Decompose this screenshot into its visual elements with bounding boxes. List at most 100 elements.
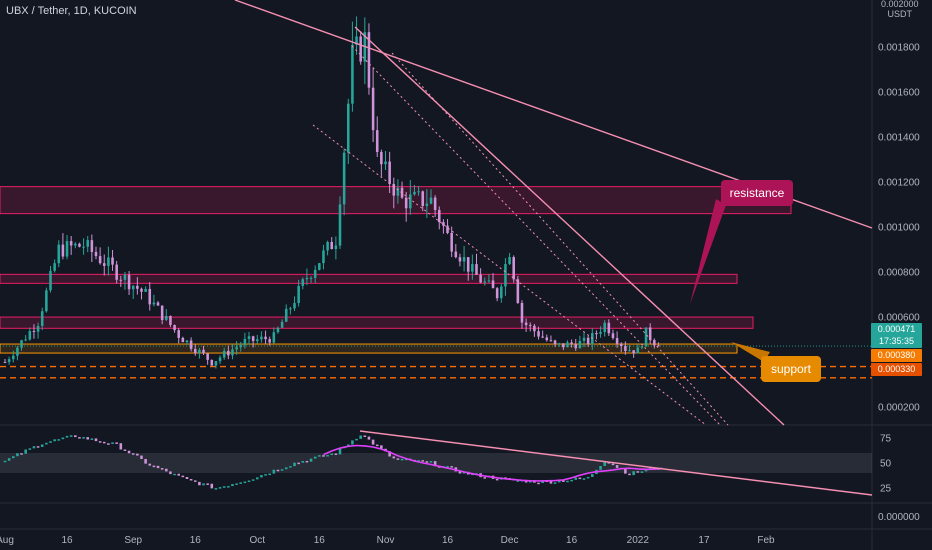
rsi-block: [173, 473, 176, 476]
rsi-block: [214, 488, 218, 490]
resistance-pointer: [690, 199, 726, 304]
price-tick-label: 0.001800: [878, 43, 920, 54]
candle: [247, 331, 251, 345]
candles: [3, 16, 660, 369]
rsi-block: [57, 439, 61, 441]
candle: [32, 324, 36, 339]
rsi-block: [86, 437, 89, 440]
candle-body: [78, 243, 81, 247]
candle-body: [119, 279, 123, 281]
candle: [603, 320, 606, 337]
candle-body: [338, 204, 342, 246]
candle: [475, 253, 478, 275]
candle: [355, 16, 358, 55]
candle: [429, 189, 433, 205]
candle: [578, 335, 582, 349]
rsi-block: [140, 455, 143, 459]
candle: [127, 270, 131, 295]
candle-body: [437, 209, 441, 223]
candle: [119, 275, 123, 287]
candle: [115, 260, 118, 284]
candle: [342, 148, 346, 216]
level-2-badge: 0.000330: [871, 363, 922, 376]
axes: 0.001800 0.001600 0.001400 0.001200 0.001000…: [0, 43, 920, 546]
candle-body: [429, 197, 433, 204]
candle-body: [173, 325, 176, 331]
candle: [425, 189, 429, 218]
candle: [632, 350, 635, 358]
candle: [437, 206, 441, 230]
rsi-block: [591, 474, 594, 477]
candle-body: [599, 331, 602, 334]
candle: [338, 196, 342, 249]
rsi-block: [417, 460, 420, 462]
candle: [615, 331, 619, 348]
rsi-block: [553, 482, 557, 484]
candle: [458, 253, 462, 267]
candle-body: [297, 285, 300, 304]
candle-body: [466, 257, 470, 272]
candle: [396, 179, 400, 204]
rsi-block: [152, 465, 156, 468]
candle: [528, 322, 532, 332]
candle: [388, 151, 391, 194]
candle-body: [169, 315, 172, 326]
candle: [487, 274, 491, 283]
candle-body: [632, 350, 635, 354]
candle-body: [582, 337, 586, 341]
candle-body: [214, 361, 218, 366]
candle: [40, 307, 44, 331]
rsi-block: [218, 487, 222, 489]
candle: [57, 240, 61, 268]
candle: [582, 332, 586, 348]
top-price-label: 0.002000: [881, 0, 919, 9]
rsi-block: [74, 435, 77, 438]
candle: [566, 340, 569, 348]
rsi-block: [566, 480, 569, 483]
rsi-moving-average: [323, 444, 663, 482]
candle-body: [140, 288, 143, 292]
candle: [177, 327, 180, 344]
rsi-block: [102, 441, 106, 444]
rsi-block: [322, 455, 325, 457]
time-tick-label: 16: [442, 535, 454, 546]
candle: [404, 191, 408, 222]
candle: [227, 345, 230, 360]
rsi-block: [359, 435, 362, 439]
candle-body: [49, 270, 52, 291]
candle: [202, 345, 205, 355]
rsi-block: [375, 444, 379, 447]
price-tick-label: 0.000200: [878, 403, 920, 414]
candle: [45, 287, 48, 313]
candle: [53, 259, 56, 273]
candle-body: [198, 349, 201, 354]
rsi-block: [247, 480, 251, 483]
candle: [326, 240, 329, 256]
candle-body: [500, 286, 503, 299]
rsi-block: [202, 483, 205, 486]
time-tick-label: 16: [566, 535, 578, 546]
candle-body: [227, 350, 230, 356]
candle-body: [284, 308, 288, 322]
rsi-tick-label: 50: [880, 459, 892, 470]
rsi-block: [165, 468, 168, 472]
candle-body: [545, 337, 549, 341]
rsi-block: [586, 476, 590, 479]
candle: [512, 255, 515, 283]
candle: [454, 244, 458, 259]
candle-body: [487, 280, 491, 282]
candle: [586, 335, 590, 347]
candle-body: [371, 87, 375, 131]
rsi-block: [289, 466, 292, 468]
rsi-block: [483, 477, 487, 479]
candle: [61, 233, 65, 260]
candle: [346, 98, 350, 164]
rsi-block: [7, 458, 11, 461]
rsi-trend-line: [359, 430, 873, 496]
rsi-block: [107, 443, 110, 445]
rsi-block: [189, 479, 193, 481]
candle-body: [425, 203, 429, 206]
candle-body: [7, 359, 11, 363]
